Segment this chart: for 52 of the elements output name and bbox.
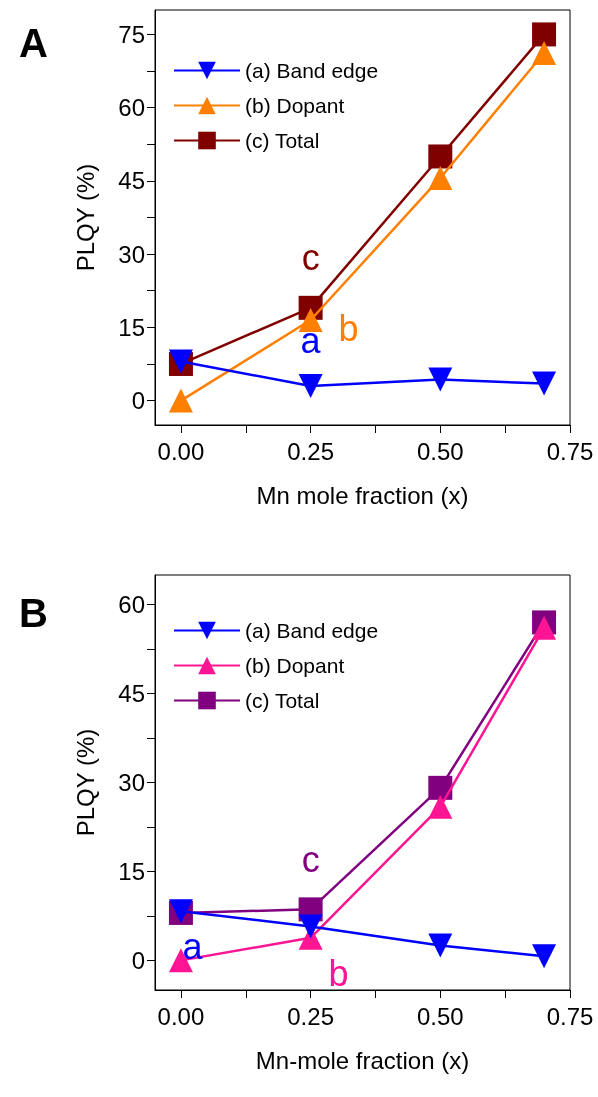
x-axis-title: Mn mole fraction (x) [256,481,469,509]
x-tick-label: 0.50 [416,437,464,465]
y-tick-label: 60 [118,591,145,619]
point [428,775,453,800]
y-tick-label: 0 [131,387,145,415]
point [532,40,557,65]
y-tick-label: 30 [118,240,145,268]
y-tick-label: 15 [118,857,145,885]
legend-label: (b) Dopant [245,654,345,677]
y-tick-label: 45 [118,680,145,708]
point [532,22,557,47]
y-axis-title: PLQY (%) [71,728,99,837]
legend-label: (b) Dopant [245,94,345,117]
x-axis-title: Mn-mole fraction (x) [255,1046,470,1074]
annotation: c [301,838,320,880]
annotation: c [301,237,320,279]
x-tick-label: 0.25 [287,437,334,465]
x-tick-label: 0.00 [157,1002,205,1030]
point [428,794,453,819]
x-tick-label: 0.75 [546,1002,594,1030]
annotation: a [300,320,322,362]
y-tick-label: 60 [118,94,145,122]
point [428,933,453,958]
point [298,914,323,939]
y-tick-label: 0 [131,946,145,974]
y-axis-title: PLQY (%) [71,163,99,272]
y-tick-label: 75 [118,20,145,48]
chart-title: B [19,591,48,635]
annotation: b [328,953,349,995]
annotation: a [182,926,204,968]
y-tick-label: 30 [118,769,145,796]
point [428,144,453,169]
point [298,308,323,333]
point [428,165,453,190]
x-tick-label: 0.00 [157,437,205,465]
point [428,367,453,392]
legend-label: (c) Total [245,689,320,712]
point [532,944,557,969]
point [532,615,557,640]
legend-label: (a) Band edge [245,619,379,642]
point [532,371,557,396]
chart-title: A [19,21,48,65]
y-tick-label: 15 [118,313,145,341]
point [168,388,193,413]
x-tick-label: 0.75 [546,437,594,465]
x-tick-label: 0.25 [287,1002,334,1030]
y-tick-label: 45 [118,167,145,195]
point [298,373,323,398]
x-tick-label: 0.50 [416,1002,464,1030]
legend-label: (c) Total [245,129,320,152]
annotation: b [338,307,359,349]
legend-label: (a) Band edge [245,59,379,82]
